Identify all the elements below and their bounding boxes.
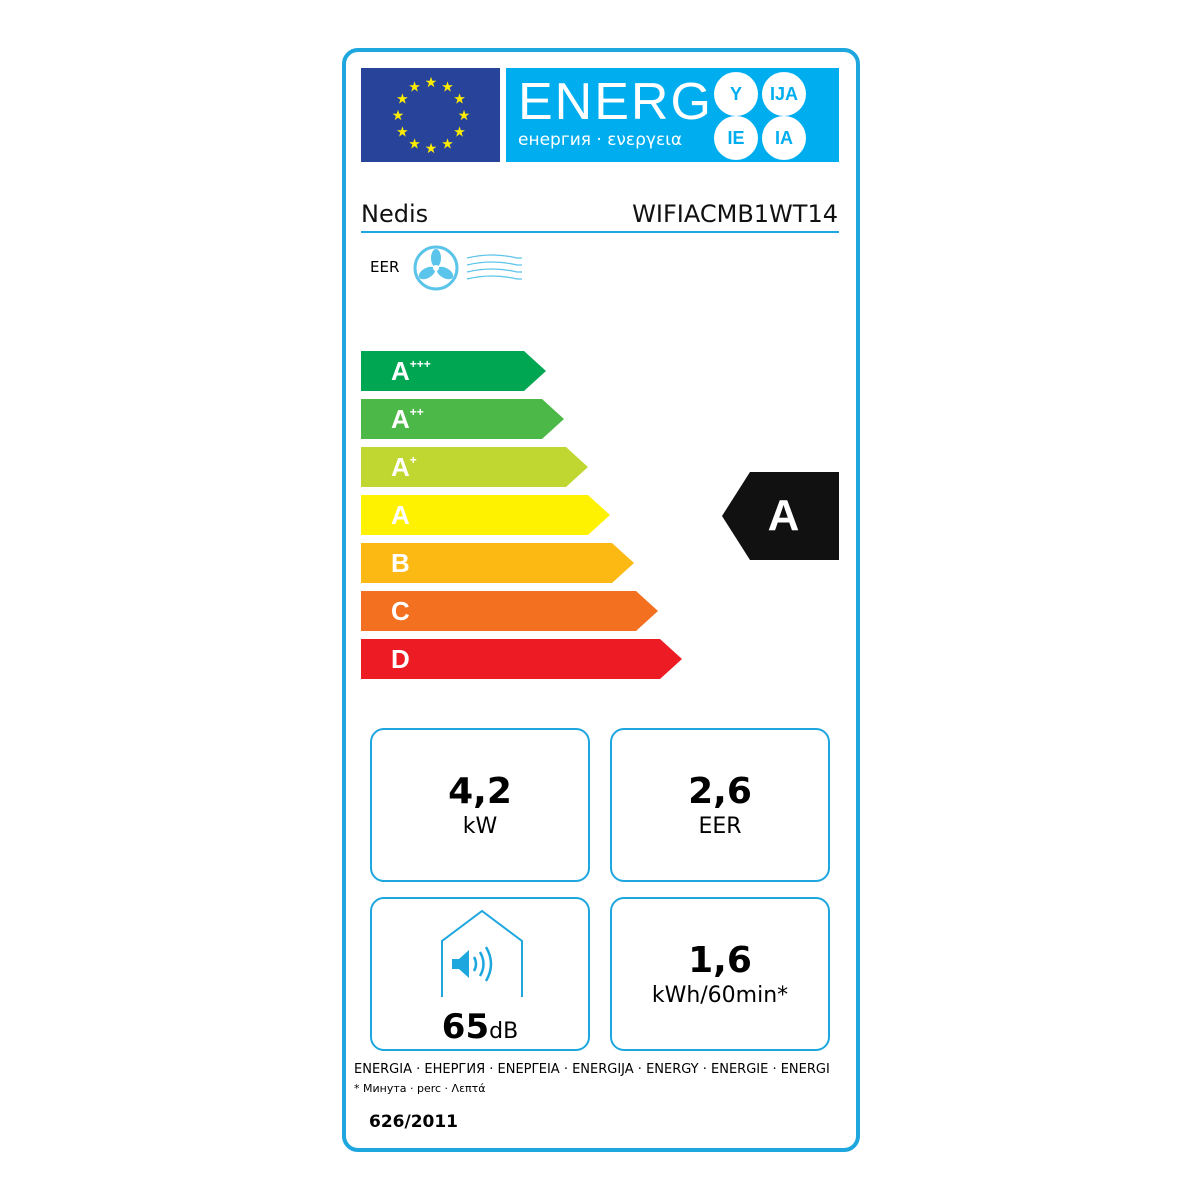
supplier-name: Nedis	[361, 200, 429, 228]
footnote: * Минута · perc · Λεπτά	[354, 1082, 486, 1095]
model-id: WIFIACMB1WT14	[632, 200, 838, 228]
eu-stars-icon: ★★★★★★★★★ ★ ★★	[392, 75, 471, 157]
star-icon: ★	[396, 125, 409, 141]
scale-letter: A	[391, 355, 410, 386]
noise-house-icon	[441, 909, 523, 997]
noise-box: 65dB	[370, 897, 590, 1051]
suffix-ija: IJA	[762, 72, 806, 116]
mode-label: EER	[370, 258, 400, 276]
star-icon: ★	[392, 108, 405, 124]
scale-letter: B	[391, 547, 410, 578]
scale-letter: C	[391, 595, 410, 626]
languages-line: ENERGIA · ЕНЕРГИЯ · ΕΝΕΡΓΕΙΑ · ENERGIJA …	[354, 1062, 830, 1077]
star-icon: ★	[425, 141, 438, 157]
eer-box: 2,6 EER	[610, 728, 830, 882]
energy-title: ENERG	[518, 73, 713, 131]
star-icon: ★	[425, 75, 438, 91]
scale-letter: A	[391, 403, 410, 434]
scale-letter: D	[391, 643, 410, 674]
consumption-unit: kWh/60min*	[651, 983, 789, 1008]
suffix-ie: IE	[714, 116, 758, 160]
rating-arrow: A	[722, 472, 839, 560]
label-frame	[342, 48, 860, 1152]
eu-flag: ★ ★ ★ ★ ★ ★ ★ ★ ★ ★ ★ ★	[361, 68, 500, 162]
scale-bar-3: A	[361, 495, 610, 535]
star-icon: ★	[408, 79, 421, 95]
star-icon: ★	[441, 137, 454, 153]
scale-bar-5: C	[361, 591, 658, 631]
star-icon: ★	[458, 108, 471, 124]
star-icon: ★	[441, 79, 454, 95]
scale-bar-6: D	[361, 639, 682, 679]
capacity-value: 4,2	[448, 771, 512, 812]
scale-bar-0: A +++	[361, 351, 546, 391]
scale-bar-4: B	[361, 543, 634, 583]
star-icon: ★	[453, 125, 466, 141]
eer-unit: EER	[698, 814, 742, 839]
scale-bar-1: A ++	[361, 399, 564, 439]
noise-value: 65	[441, 1007, 490, 1047]
consumption-box: 1,6 kWh/60min*	[610, 897, 830, 1051]
scale-plus: +++	[409, 357, 431, 371]
suffix-y: Y	[714, 72, 758, 116]
capacity-unit: kW	[462, 814, 498, 839]
scale-plus: ++	[409, 405, 424, 419]
energy-subtitle: енергия · ενεργεια	[518, 130, 683, 150]
divider	[361, 231, 839, 233]
regulation-number: 626/2011	[369, 1112, 459, 1132]
star-icon: ★	[408, 137, 421, 153]
energy-header: ENERG енергия · ενεργεια Y IJA IE IA	[506, 68, 839, 162]
scale-bar-2: A +	[361, 447, 588, 487]
star-icon: ★	[453, 92, 466, 108]
consumption-value: 1,6	[688, 940, 752, 981]
cooling-fan-icon	[413, 245, 522, 291]
eer-value: 2,6	[688, 771, 752, 812]
scale-letter: A	[391, 499, 410, 530]
star-icon: ★	[396, 92, 409, 108]
scale-letter: A	[391, 451, 410, 482]
noise-unit: dB	[489, 1019, 519, 1044]
capacity-box: 4,2 kW	[370, 728, 590, 882]
scale-plus: +	[409, 453, 417, 467]
suffix-ia: IA	[762, 116, 806, 160]
